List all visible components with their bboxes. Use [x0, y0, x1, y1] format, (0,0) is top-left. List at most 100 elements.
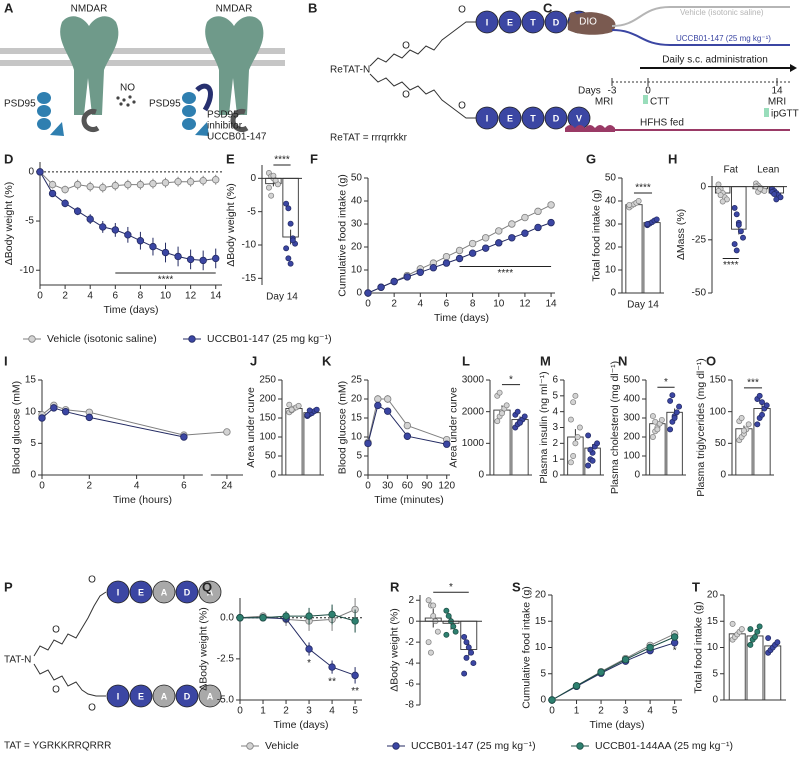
data-point — [676, 403, 683, 410]
panel-label: J — [250, 353, 257, 368]
data-point — [731, 204, 738, 211]
y-tick-label: 50 — [265, 451, 277, 462]
point — [403, 432, 412, 440]
point — [212, 176, 220, 184]
bead-label: I — [117, 587, 120, 597]
y-tick-label: 30 — [605, 219, 617, 230]
point — [85, 413, 93, 422]
point — [534, 223, 542, 232]
significance: *** — [747, 377, 759, 388]
point — [36, 168, 44, 176]
y-tick-label: 3 — [552, 422, 558, 433]
point — [48, 180, 57, 189]
point — [111, 226, 120, 234]
bead — [152, 684, 176, 708]
receptor-right: NMDAR PSD95 PSD95 inhibitor UCCB01-147 — [149, 4, 267, 143]
bead-label: E — [138, 691, 144, 701]
x-tick-label: 60 — [402, 481, 414, 492]
point — [124, 180, 132, 189]
panel-label: L — [462, 353, 470, 368]
y-tick-label: 500 — [623, 375, 640, 386]
data-point — [574, 434, 581, 440]
y-tick-label: 0 — [478, 470, 484, 481]
x-tick-label: 3 — [306, 706, 312, 717]
y-axis-label: ΔBody weight (%) — [389, 608, 401, 691]
inhibitor-label: UCCB01-147 — [207, 132, 267, 143]
data-point — [468, 649, 475, 656]
point — [442, 259, 451, 267]
test-icon — [643, 95, 648, 104]
point — [521, 229, 529, 237]
data-point — [465, 644, 472, 651]
y-tick-label: 0.0 — [220, 612, 234, 623]
data-point — [658, 416, 665, 423]
note: ReTAT = rrrqrrkkr — [330, 133, 408, 144]
y-tick-label: -5.0 — [217, 695, 235, 706]
x-tick-label: 8 — [138, 291, 144, 302]
data-point — [589, 457, 596, 464]
bead-label: A — [207, 587, 214, 597]
category-label: Day 14 — [627, 300, 659, 311]
data-point — [461, 670, 468, 677]
data-point — [443, 607, 450, 614]
point — [621, 655, 630, 664]
data-point — [445, 613, 452, 619]
point — [521, 213, 529, 222]
category-label: Day 14 — [266, 292, 298, 303]
point — [86, 182, 94, 191]
point — [495, 239, 503, 247]
data-point — [754, 421, 761, 428]
bead-label: A — [207, 691, 214, 701]
data-point — [570, 453, 577, 459]
receptor-label: NMDAR — [216, 4, 253, 15]
atom: O — [52, 625, 60, 636]
data-point — [514, 408, 521, 415]
significance: **** — [723, 260, 739, 271]
legend-marker — [392, 742, 400, 750]
y-tick-label: 50 — [715, 438, 727, 449]
point — [442, 252, 451, 261]
bead-label: E — [507, 17, 513, 27]
data-point — [738, 415, 745, 421]
y-tick-label: 0 — [28, 166, 34, 177]
atom: O — [52, 685, 60, 696]
series-line — [551, 636, 675, 701]
bar — [285, 408, 303, 476]
significance: * — [509, 374, 513, 385]
x-tick-label: 8 — [470, 299, 476, 310]
x-tick-label: 4 — [418, 299, 424, 310]
data-point — [268, 192, 275, 199]
point — [38, 414, 46, 422]
data-point — [496, 389, 503, 396]
point — [572, 682, 581, 690]
bead — [198, 684, 222, 708]
y-axis-label: Plasma cholesterol (mg dl⁻¹) — [609, 361, 621, 494]
data-point — [287, 220, 294, 227]
inhibitor-label: PSD95 — [207, 110, 239, 121]
bead-label: D — [184, 587, 191, 597]
x-tick-label: 4 — [329, 706, 335, 717]
day-tick: 0 — [645, 86, 651, 97]
data-point — [313, 406, 320, 413]
bead — [498, 106, 522, 130]
bead — [544, 106, 568, 130]
no-label: NO — [120, 83, 135, 94]
panel-label: Q — [202, 579, 212, 594]
bead-label: D — [553, 17, 560, 27]
y-tick-label: 5 — [552, 390, 558, 401]
point — [374, 401, 382, 410]
x-tick-label: 4 — [87, 291, 93, 302]
x-tick-label: 30 — [382, 481, 394, 492]
point — [61, 407, 70, 416]
y-tick-label: -10 — [242, 240, 257, 251]
y-tick-label: 0 — [270, 470, 276, 481]
x-axis-label: Time (days) — [103, 304, 158, 316]
x-tick-label: 5 — [352, 706, 358, 717]
bar — [728, 633, 746, 701]
y-tick-label: 0 — [634, 470, 640, 481]
y-tick-label: 400 — [623, 394, 640, 405]
treatment-label: UCCB01-147 (25 mg kg⁻¹) — [676, 34, 771, 43]
point — [199, 256, 207, 265]
data-point — [499, 410, 505, 417]
data-point — [652, 418, 659, 425]
